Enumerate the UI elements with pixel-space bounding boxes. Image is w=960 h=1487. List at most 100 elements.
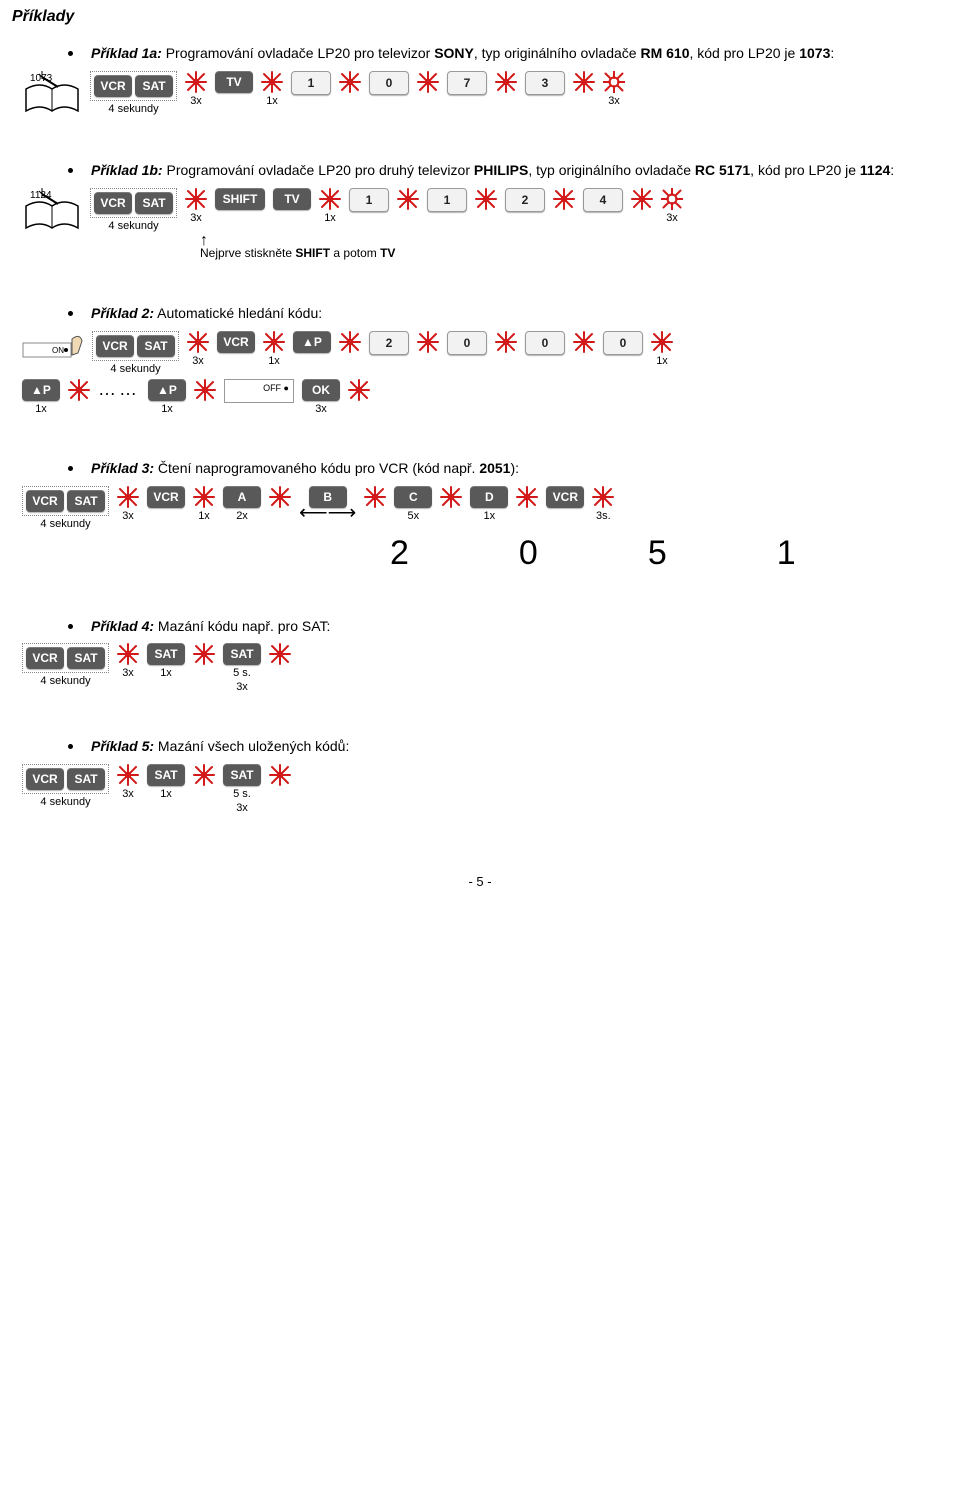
flash-icon <box>495 71 517 93</box>
key-sat: SAT5 s.3x <box>223 764 261 814</box>
key-sat: SAT5 s.3x <box>223 643 261 693</box>
key-vcr: VCR <box>147 486 185 508</box>
flash-icon <box>553 188 575 210</box>
flash-icon: 3x <box>117 486 139 522</box>
key-1: 1 <box>427 188 467 212</box>
flash-icon: 1x <box>193 486 215 522</box>
example-3: Příklad 3: Čtení naprogramovaného kódu p… <box>12 459 948 573</box>
bullet-icon <box>68 311 73 316</box>
key-ok: OK3x <box>302 379 340 415</box>
key-2: 2 <box>505 188 545 212</box>
key-sat: SAT1x <box>147 643 185 679</box>
key-7: 7 <box>447 71 487 95</box>
book-icon: 1124 <box>22 188 82 234</box>
key-b: B⟵⟶ <box>299 486 356 518</box>
flash-icon <box>573 71 595 93</box>
flash-icon: 3s. <box>592 486 614 522</box>
example-2-text: Příklad 2: Automatické hledání kódu: <box>91 304 322 323</box>
flash-icon <box>364 486 386 508</box>
key-1: 1 <box>349 188 389 212</box>
key-vcr: VCR <box>217 331 255 353</box>
vcr-sat-combo: VCRSAT4 sekundy <box>22 486 109 530</box>
page-title: Příklady <box>12 8 948 26</box>
key-p: ▲P1x <box>22 379 60 415</box>
flash-icon: 3x <box>117 764 139 800</box>
flash-icon <box>269 486 291 508</box>
key-0: 0 <box>369 71 409 95</box>
flash-icon <box>417 71 439 93</box>
example-1b-text: Příklad 1b: Programování ovladače LP20 p… <box>91 161 894 180</box>
shift-note-arrow: ↑ Nejprve stiskněte SHIFT a potom TV <box>200 232 948 260</box>
key-c: C5x <box>394 486 432 522</box>
flash-icon: 1x <box>651 331 673 367</box>
bullet-icon <box>68 168 73 173</box>
flash-icon <box>417 331 439 353</box>
flash-icon <box>495 331 517 353</box>
bullet-icon <box>68 51 73 56</box>
flash-icon <box>573 331 595 353</box>
flash-icon <box>440 486 462 508</box>
flash-icon <box>348 379 370 401</box>
flash-icon <box>339 71 361 93</box>
flash-icon: 1x <box>263 331 285 367</box>
flash-icon <box>193 764 215 786</box>
example-1a: Příklad 1a: Programování ovladače LP20 p… <box>12 44 948 117</box>
key-3: 3 <box>525 71 565 95</box>
bullet-icon <box>68 744 73 749</box>
example-5: Příklad 5: Mazání všech uložených kódů: … <box>12 737 948 814</box>
key-d: D1x <box>470 486 508 522</box>
flash-icon: 3x <box>185 71 207 107</box>
key-p: ▲P <box>293 331 331 353</box>
flash-icon <box>397 188 419 210</box>
example-3-text: Příklad 3: Čtení naprogramovaného kódu p… <box>91 459 519 478</box>
example-4: Příklad 4: Mazání kódu např. pro SAT: VC… <box>12 617 948 694</box>
flash-icon <box>269 643 291 665</box>
flash-icon <box>339 331 361 353</box>
svg-text:1124: 1124 <box>30 190 52 201</box>
flash-ring-icon: 3x <box>603 71 625 107</box>
bullet-icon <box>68 624 73 629</box>
example-4-text: Příklad 4: Mazání kódu např. pro SAT: <box>91 617 330 636</box>
key-shift: SHIFT <box>215 188 265 210</box>
bullet-icon <box>68 466 73 471</box>
flash-icon <box>516 486 538 508</box>
decoded-digits: 2 0 5 1 <box>390 534 948 573</box>
key-0: 0 <box>525 331 565 355</box>
device-off-box <box>224 379 294 403</box>
flash-icon <box>269 764 291 786</box>
svg-text:ON: ON <box>52 346 64 355</box>
example-5-text: Příklad 5: Mazání všech uložených kódů: <box>91 737 349 756</box>
key-a: A2x <box>223 486 261 522</box>
device-on-icon: ON <box>22 331 84 373</box>
page-number: - 5 - <box>12 874 948 889</box>
key-tv: TV <box>215 71 253 93</box>
flash-icon <box>475 188 497 210</box>
flash-icon: 1x <box>319 188 341 224</box>
flash-icon <box>631 188 653 210</box>
ellipsis: …… <box>98 379 140 399</box>
flash-icon: 3x <box>187 331 209 367</box>
flash-icon <box>193 643 215 665</box>
key-1: 1 <box>291 71 331 95</box>
vcr-sat-combo: VCRSAT4 sekundy <box>22 764 109 808</box>
book-icon: 1073 <box>22 71 82 117</box>
example-1a-text: Příklad 1a: Programování ovladače LP20 p… <box>91 44 834 63</box>
key-vcr: VCR <box>546 486 584 508</box>
flash-ring-icon: 3x <box>661 188 683 224</box>
example-2: Příklad 2: Automatické hledání kódu: ON … <box>12 304 948 415</box>
key-tv: TV <box>273 188 311 210</box>
example-1b: Příklad 1b: Programování ovladače LP20 p… <box>12 161 948 260</box>
key-2: 2 <box>369 331 409 355</box>
flash-icon: 3x <box>185 188 207 224</box>
key-p: ▲P1x <box>148 379 186 415</box>
vcr-sat-combo: VCRSAT4 sekundy <box>22 643 109 687</box>
flash-icon <box>68 379 90 401</box>
key-4: 4 <box>583 188 623 212</box>
key-0: 0 <box>447 331 487 355</box>
vcr-sat-combo: VCRSAT4 sekundy <box>92 331 179 375</box>
flash-icon: 3x <box>117 643 139 679</box>
vcr-sat-combo: VCRSAT4 sekundy <box>90 188 177 232</box>
key-sat: SAT1x <box>147 764 185 800</box>
flash-icon: 1x <box>261 71 283 107</box>
key-0: 0 <box>603 331 643 355</box>
